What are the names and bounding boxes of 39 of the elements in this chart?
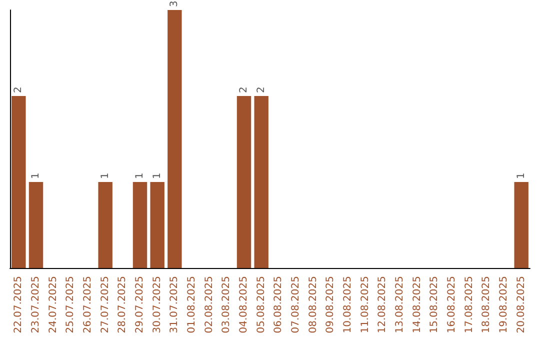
x-tick-label: 25.07.2025 <box>65 276 76 334</box>
x-tick-label: 24.07.2025 <box>48 276 59 334</box>
x-tick-label: 12.08.2025 <box>377 276 388 334</box>
x-tick-label: 03.08.2025 <box>221 276 232 334</box>
x-tick-label: 19.08.2025 <box>498 276 510 334</box>
data-label: 1 <box>152 172 163 179</box>
x-tick-label: 07.08.2025 <box>290 276 302 334</box>
x-tick-label: 10.08.2025 <box>342 276 354 334</box>
data-label: 1 <box>516 172 527 179</box>
x-tick-label: 26.07.2025 <box>82 276 94 334</box>
x-tick-label: 01.08.2025 <box>186 276 198 334</box>
x-tick-label: 23.07.2025 <box>30 276 42 334</box>
x-tick-label: 20.08.2025 <box>516 276 527 334</box>
x-tick-label: 02.08.2025 <box>204 276 215 334</box>
x-tick-label: 06.08.2025 <box>273 276 284 334</box>
x-tick-label: 14.08.2025 <box>412 276 423 334</box>
data-label: 2 <box>13 86 24 93</box>
x-tick-label: 16.08.2025 <box>446 276 458 334</box>
data-label: 1 <box>30 172 42 179</box>
data-label: 3 <box>169 0 180 7</box>
x-tick-label: 28.07.2025 <box>117 276 128 334</box>
x-tick-label: 13.08.2025 <box>394 276 406 334</box>
x-tick-label: 22.07.2025 <box>13 276 24 334</box>
x-tick-label: 31.07.2025 <box>169 276 180 334</box>
x-tick-label: 15.08.2025 <box>429 276 440 334</box>
x-tick-label: 18.08.2025 <box>481 276 492 334</box>
x-tick-label: 04.08.2025 <box>238 276 250 334</box>
data-label: 1 <box>134 172 146 179</box>
x-tick-label: 17.08.2025 <box>464 276 475 334</box>
x-tick-label: 27.07.2025 <box>100 276 111 334</box>
data-label: 1 <box>100 172 111 179</box>
x-tick-label: 05.08.2025 <box>256 276 267 334</box>
x-tick-label: 09.08.2025 <box>325 276 336 334</box>
data-label: 2 <box>238 86 250 93</box>
x-tick-label: 11.08.2025 <box>360 276 371 334</box>
x-tick-label: 30.07.2025 <box>152 276 163 334</box>
data-label: 2 <box>256 86 267 93</box>
x-tick-label: 29.07.2025 <box>134 276 146 334</box>
x-tick-label: 08.08.2025 <box>308 276 319 334</box>
